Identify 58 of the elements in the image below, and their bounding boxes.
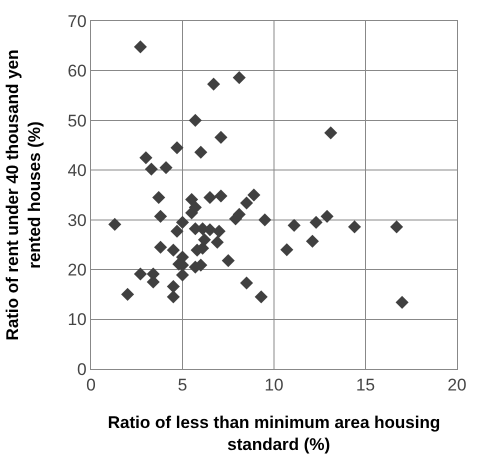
point bbox=[176, 216, 189, 229]
x-axis-title: Ratio of less than minimum area housing standard (%) bbox=[108, 412, 440, 454]
point bbox=[166, 244, 180, 257]
point bbox=[198, 233, 211, 246]
point bbox=[152, 190, 166, 204]
point bbox=[139, 151, 152, 164]
x-tick-label: 5 bbox=[178, 375, 188, 394]
point bbox=[280, 243, 294, 256]
y-tick-label: 70 bbox=[68, 12, 87, 31]
point bbox=[348, 220, 362, 234]
point bbox=[188, 114, 202, 127]
point bbox=[214, 189, 228, 202]
point bbox=[306, 234, 319, 248]
point bbox=[396, 296, 409, 309]
point bbox=[214, 130, 228, 144]
point bbox=[310, 216, 323, 229]
y-tick-label: 40 bbox=[68, 161, 87, 180]
point bbox=[232, 71, 246, 84]
point bbox=[170, 141, 184, 154]
point bbox=[320, 210, 334, 223]
point bbox=[166, 280, 180, 293]
point bbox=[176, 268, 189, 282]
point bbox=[160, 161, 173, 174]
point bbox=[188, 200, 202, 214]
point bbox=[240, 196, 254, 210]
point bbox=[134, 40, 147, 54]
point bbox=[185, 192, 198, 206]
point bbox=[108, 218, 122, 231]
point bbox=[258, 213, 272, 226]
y-tick-label: 30 bbox=[68, 210, 87, 230]
x-tick-label: 10 bbox=[264, 375, 284, 394]
point bbox=[144, 162, 158, 176]
point bbox=[212, 224, 226, 238]
point bbox=[324, 126, 338, 140]
point bbox=[166, 290, 180, 304]
point bbox=[194, 146, 208, 159]
x-tick-label: 15 bbox=[356, 375, 375, 394]
x-tick-label: 20 bbox=[448, 375, 466, 394]
point bbox=[222, 254, 235, 268]
y-axis-title: Ratio of rent under 40 thousand yen rented houses (%) bbox=[3, 50, 44, 340]
point bbox=[203, 190, 216, 204]
y-tick-label: 0 bbox=[77, 360, 87, 379]
point bbox=[390, 220, 404, 234]
point bbox=[254, 290, 268, 304]
point bbox=[207, 78, 220, 91]
point bbox=[154, 240, 168, 254]
point bbox=[288, 218, 301, 232]
y-tick-label: 50 bbox=[68, 111, 87, 130]
point bbox=[154, 210, 168, 223]
y-tick-label: 20 bbox=[68, 260, 87, 280]
point bbox=[240, 276, 254, 290]
point bbox=[134, 268, 147, 281]
y-tick-label: 60 bbox=[68, 62, 87, 81]
point bbox=[170, 224, 184, 238]
y-tick-label: 10 bbox=[68, 310, 87, 330]
point bbox=[210, 236, 224, 249]
point bbox=[121, 288, 134, 301]
point bbox=[247, 188, 260, 202]
